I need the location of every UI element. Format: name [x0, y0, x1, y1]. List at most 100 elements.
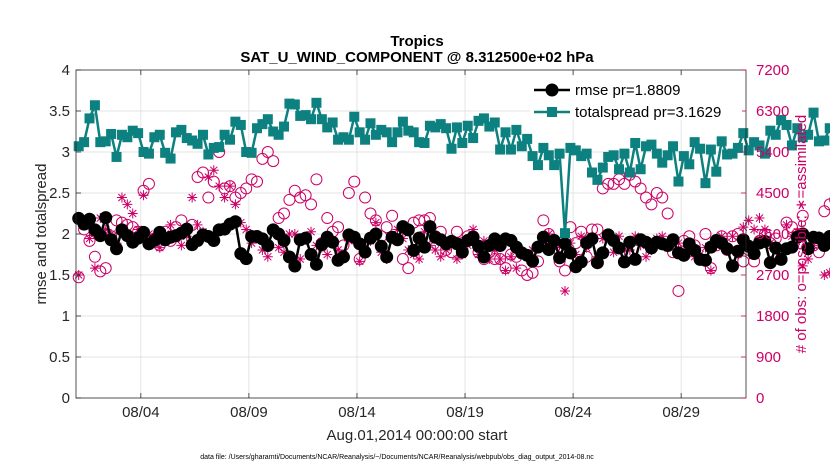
totalspread-point [241, 147, 252, 157]
totalspread-point [435, 119, 446, 130]
totalspread-point [689, 137, 700, 148]
totalspread-point [311, 97, 322, 108]
totalspread-point [424, 120, 435, 131]
totalspread-point [273, 129, 284, 140]
y2-axis-label: # of obs: o=possible; ∗=assimilated [793, 115, 810, 354]
totalspread-point [581, 148, 592, 159]
totalspread-point [527, 151, 538, 162]
rmse-point [585, 232, 599, 246]
x-tick-label: 08/24 [554, 404, 592, 421]
totalspread-point [392, 127, 403, 138]
rmse-point [590, 256, 604, 270]
possible-obs-point [99, 262, 112, 275]
totalspread-point [181, 133, 192, 144]
totalspread-point [79, 137, 90, 148]
totalspread-point [170, 127, 181, 138]
assimilated-obs-point [468, 224, 479, 235]
totalspread-point [192, 138, 203, 149]
rmse-point [758, 234, 772, 248]
rmse-point [774, 252, 788, 266]
assimilated-obs-point [192, 219, 203, 230]
totalspread-point [462, 120, 473, 131]
assimilated-obs-point [333, 244, 344, 255]
rmse-point [731, 244, 745, 258]
y-axis-label: rmse and totalspread [33, 164, 50, 305]
possible-obs-point [380, 221, 393, 234]
rmse-point [536, 230, 550, 244]
assimilated-obs-point [451, 254, 462, 265]
rmse-point [628, 252, 642, 266]
possible-obs-point [278, 207, 291, 220]
totalspread-point [279, 121, 290, 132]
rmse-point [596, 246, 610, 260]
totalspread-point [381, 127, 392, 138]
possible-obs-point [332, 221, 345, 234]
legend: rmse pr=1.8809 totalspread pr=3.1629 [530, 76, 742, 121]
totalspread-point [116, 129, 127, 140]
totalspread-point [84, 113, 95, 124]
assimilated-obs-point [295, 254, 306, 265]
assimilated-obs-point [819, 270, 830, 280]
possible-obs-point [240, 182, 253, 195]
assimilated-obs-point [797, 260, 808, 271]
assimilated-obs-point [322, 249, 333, 260]
legend-totalspread-label: totalspread pr=3.1629 [575, 104, 721, 121]
rmse-point [380, 250, 394, 264]
assimilated-obs-point [803, 254, 814, 265]
possible-obs-point [267, 155, 280, 168]
possible-obs-point [348, 175, 361, 188]
rmse-point [747, 247, 761, 261]
totalspread-point [592, 174, 603, 185]
totalspread-point [668, 141, 679, 152]
totalspread-point [695, 143, 706, 154]
totalspread-point [727, 148, 738, 159]
assimilated-obs-point [208, 165, 219, 176]
totalspread-point [95, 137, 106, 148]
assimilated-obs-point [705, 265, 716, 276]
assimilated-obs-point [727, 231, 738, 242]
y-tick-label: 1 [62, 308, 70, 325]
possible-obs-point [450, 225, 463, 238]
legend-rmse-marker [545, 83, 559, 97]
rmse-point [423, 220, 437, 234]
totalspread-point [360, 134, 371, 145]
rmse-point [401, 223, 415, 237]
possible-obs-point [537, 214, 550, 227]
rmse-point [228, 215, 242, 229]
rmse-point [277, 234, 291, 248]
totalspread-point [700, 178, 711, 189]
totalspread-point [597, 162, 608, 173]
totalspread-point [570, 145, 581, 156]
totalspread-point [614, 164, 625, 175]
possible-obs-point [294, 191, 307, 204]
assimilated-obs-point [414, 254, 425, 265]
rmse-point [769, 241, 783, 255]
totalspread-point [446, 143, 457, 154]
totalspread-point [500, 127, 511, 138]
possible-obs-point [521, 269, 534, 281]
totalspread-point [289, 99, 300, 110]
assimilated-obs-point [624, 244, 635, 255]
assimilated-obs-point [84, 233, 95, 244]
totalspread-point [441, 123, 452, 134]
assimilated-obs-point [759, 224, 770, 235]
possible-obs-point [634, 182, 647, 195]
possible-obs-point [202, 191, 215, 204]
rmse-point [261, 238, 275, 252]
rmse-point [763, 256, 777, 270]
totalspread-point [646, 139, 657, 150]
assimilated-obs-point [279, 247, 290, 258]
y-tick-label: 1.5 [49, 267, 70, 284]
totalspread-point [300, 110, 311, 121]
totalspread-point [792, 123, 803, 134]
totalspread-point [738, 128, 749, 139]
rmse-point [574, 255, 588, 269]
possible-obs-point [602, 177, 615, 190]
assimilated-obs-point [257, 244, 268, 255]
assimilated-obs-point [138, 190, 149, 201]
possible-obs-point [672, 284, 685, 297]
rmse-point [823, 229, 830, 243]
totalspread-point [786, 140, 797, 151]
totalspread-point [495, 144, 506, 155]
